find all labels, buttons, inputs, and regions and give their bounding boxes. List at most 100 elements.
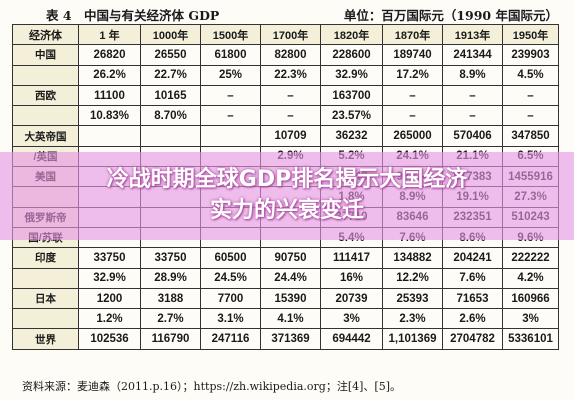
column-header: 1500年	[200, 23, 261, 46]
value-cell: –	[502, 84, 559, 107]
value-cell	[78, 125, 141, 147]
country-cell: 世界	[12, 328, 79, 350]
value-cell: 10709	[260, 125, 321, 147]
value-cell: 32.9%	[78, 267, 141, 289]
value-cell: 10165	[140, 84, 201, 107]
value-cell: 23.57%	[320, 105, 383, 127]
value-cell: 265000	[382, 125, 443, 147]
country-cell	[12, 105, 79, 127]
value-cell: –	[260, 105, 321, 127]
value-cell: 17.2%	[382, 64, 443, 86]
value-cell: –	[442, 105, 503, 127]
value-cell: 11100	[78, 84, 141, 107]
value-cell: 134882	[382, 247, 443, 269]
value-cell: –	[442, 84, 503, 107]
column-header: 1000年	[140, 23, 201, 46]
value-cell: 2.6%	[442, 308, 503, 330]
value-cell: 160966	[502, 287, 559, 310]
value-cell: 60500	[200, 247, 261, 269]
value-cell	[140, 125, 201, 147]
value-cell: 2704782	[442, 328, 503, 350]
table-row: 32.9% 28.9% 24.5% 24.4% 16% 12.2% 7.6% 4.2%	[12, 267, 559, 289]
column-header: 1950年	[502, 23, 559, 46]
title-overlay: 冷战时期全球GDP排名揭示大国经济 实力的兴衰变迁	[0, 164, 574, 226]
country-cell: 大英帝国	[12, 125, 79, 147]
value-cell: 228600	[320, 44, 383, 66]
value-cell: 61800	[200, 44, 261, 66]
overlay-line-1: 冷战时期全球GDP排名揭示大国经济	[106, 167, 468, 192]
value-cell: 1200	[78, 287, 141, 310]
value-cell: 22.3%	[260, 64, 321, 86]
value-cell: 33750	[78, 247, 141, 269]
value-cell: 570406	[442, 125, 503, 147]
value-cell: 4.5%	[502, 64, 559, 86]
value-cell: 24.5%	[200, 267, 261, 289]
value-cell: 7.6%	[442, 267, 503, 289]
table-row: 印度 33750 33750 60500 90750 111417 134882 204241…	[12, 247, 559, 269]
value-cell: 116790	[140, 328, 201, 350]
value-cell: 25393	[382, 287, 443, 310]
value-cell: 1.2%	[78, 308, 141, 330]
value-cell: 26820	[78, 44, 141, 66]
value-cell: –	[382, 84, 443, 107]
value-cell: 8.70%	[140, 105, 201, 127]
value-cell: 371369	[260, 328, 321, 350]
value-cell: 20739	[320, 287, 383, 310]
value-cell: 163700	[320, 84, 383, 107]
value-cell: 8.9%	[442, 64, 503, 86]
value-cell: 189740	[382, 44, 443, 66]
table-row: 世界 102536 116790 247116 371369 694442 1,101369…	[12, 328, 559, 350]
value-cell: 102536	[78, 328, 141, 350]
value-cell: 3%	[502, 308, 559, 330]
overlay-line-2: 实力的兴衰变迁	[209, 198, 364, 223]
column-header: 经济体	[12, 23, 79, 46]
value-cell: 5336101	[502, 328, 559, 350]
country-cell: 日本	[12, 287, 79, 310]
value-cell: 26550	[140, 44, 201, 66]
value-cell: –	[502, 105, 559, 127]
country-cell: 印度	[12, 247, 79, 269]
value-cell: 33750	[140, 247, 201, 269]
value-cell: 82800	[260, 44, 321, 66]
table-row: 日本 1200 3188 7700 15390 20739 25393 71653 160966	[12, 287, 559, 310]
country-cell	[12, 64, 79, 86]
value-cell: 25%	[200, 64, 261, 86]
value-cell	[200, 125, 261, 147]
table-header: 表 4 中国与有关经济体 GDP 单位：百万国际元（1990 年国际元）	[0, 0, 574, 26]
column-header: 1913年	[442, 23, 503, 46]
value-cell: 16%	[320, 267, 383, 289]
title-overlay-band	[0, 152, 574, 240]
unit-note: 单位：百万国际元（1990 年国际元）	[343, 8, 558, 23]
country-cell	[12, 267, 79, 289]
value-cell: 4.2%	[502, 267, 559, 289]
value-cell: –	[260, 84, 321, 107]
value-cell: 36232	[320, 125, 383, 147]
value-cell: –	[382, 105, 443, 127]
value-cell: 7700	[200, 287, 261, 310]
value-cell: 3.1%	[200, 308, 261, 330]
value-cell: 10.83%	[78, 105, 141, 127]
table-row: 1.2% 2.7% 3.1% 4.1% 3% 2.3% 2.6% 3%	[12, 308, 559, 330]
table-row: 大英帝国 10709 36232 265000 570406 347850	[12, 125, 559, 147]
country-cell	[12, 308, 79, 330]
value-cell: 204241	[442, 247, 503, 269]
value-cell: 26.2%	[78, 64, 141, 86]
value-cell: –	[200, 84, 261, 107]
value-cell: 28.9%	[140, 267, 201, 289]
value-cell: 347850	[502, 125, 559, 147]
value-cell: 2.3%	[382, 308, 443, 330]
value-cell: –	[200, 105, 261, 127]
source-note: 资料来源：麦迪森（2011.p.16）；https://zh.wikipedia…	[22, 380, 401, 393]
column-header: 1870年	[382, 23, 443, 46]
country-cell: 中国	[12, 44, 79, 66]
value-cell: 12.2%	[382, 267, 443, 289]
value-cell: 1,101369	[382, 328, 443, 350]
value-cell: 90750	[260, 247, 321, 269]
value-cell: 2.7%	[140, 308, 201, 330]
header-row: 经济体 1 年 1000年 1500年 1700年 1820年 1870年 1913年 1950…	[12, 23, 559, 46]
value-cell: 239903	[502, 44, 559, 66]
column-header: 1700年	[260, 23, 321, 46]
value-cell: 111417	[320, 247, 383, 269]
value-cell: 3188	[140, 287, 201, 310]
table-row: 10.83% 8.70% – –23.57% – – –	[12, 105, 559, 127]
